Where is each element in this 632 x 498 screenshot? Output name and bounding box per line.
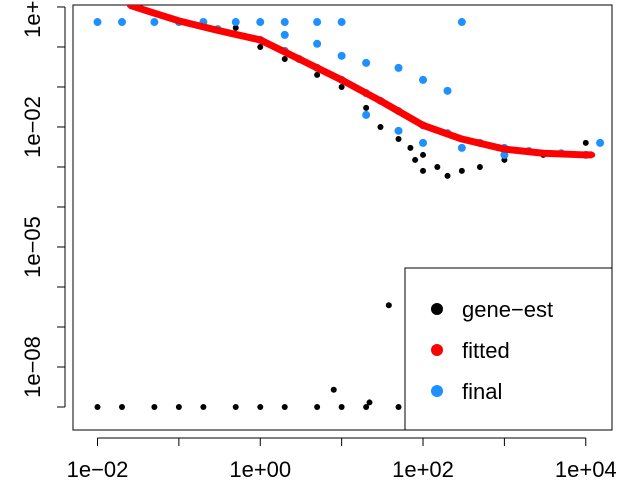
point [337,51,346,60]
point [589,151,596,158]
point [501,146,508,153]
legend-marker [431,344,443,356]
point [363,403,370,410]
point [257,36,264,43]
point [582,139,589,146]
legend-label: gene−est [462,297,553,322]
point [214,27,221,34]
point [338,83,345,90]
point [281,403,288,410]
point [126,5,133,9]
point [94,403,101,410]
point [377,97,384,104]
point [457,18,466,27]
point [338,76,345,83]
y-tick-label: 1e−02 [20,96,45,158]
point [337,18,346,27]
point [231,18,240,27]
point [458,167,465,174]
x-tick-label: 1e+02 [392,457,454,482]
point [118,403,125,410]
point [385,302,392,309]
point [117,18,126,27]
point [582,151,589,158]
x-tick-label: 1e−02 [67,457,129,482]
point [232,403,239,410]
point [280,30,289,39]
point [458,136,465,143]
point [457,143,466,152]
point [394,63,403,72]
point [420,167,427,174]
point [419,138,428,147]
point [314,71,321,78]
legend-label: final [462,379,502,404]
point [175,403,182,410]
x-tick-label: 1e+00 [229,457,291,482]
legend-marker [431,385,443,397]
points [93,5,605,410]
point [395,136,402,143]
point [419,75,428,84]
point [280,18,289,27]
point [420,151,427,158]
point [444,172,451,179]
legend-label: fitted [462,338,510,363]
point [362,110,371,119]
point [93,18,102,27]
point [330,386,337,393]
point [256,18,265,27]
plot-frame [72,4,613,431]
y-tick-label: 1e+01 [20,0,45,38]
point [175,17,182,24]
point [395,403,402,410]
point [412,156,419,163]
legend-marker [431,303,443,315]
point [338,403,345,410]
point [500,150,509,159]
point [407,144,414,151]
point [596,138,605,147]
point [434,163,441,170]
y-tick-label: 1e−05 [20,216,45,278]
point [366,399,373,406]
point [394,126,403,135]
point [443,86,452,95]
point [314,403,321,410]
point [150,18,159,27]
y-tick-label: 1e−08 [20,336,45,398]
point [363,104,370,111]
fitted-line [128,5,593,159]
x-tick-label: 1e+04 [555,457,617,482]
point [296,56,303,63]
point [200,403,207,410]
point [362,58,371,67]
point [257,403,264,410]
point [151,403,158,410]
point [540,150,547,157]
point [232,24,239,31]
point [257,43,264,50]
point [313,39,322,48]
point [476,163,483,170]
point [281,56,288,63]
point [313,18,322,27]
point [420,122,427,129]
point [151,10,158,17]
point [377,123,384,130]
